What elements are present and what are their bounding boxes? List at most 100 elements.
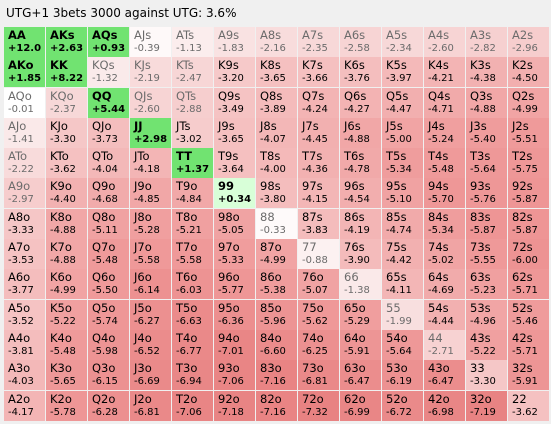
hand-cell-98o[interactable]: 98o -5.05 — [214, 208, 255, 239]
hand-cell-42o[interactable]: 42o -6.98 — [424, 390, 465, 421]
hand-cell-q5s[interactable]: Q5s -4.47 — [382, 87, 423, 118]
hand-cell-t9o[interactable]: T9o -4.84 — [172, 178, 213, 209]
hand-cell-t4o[interactable]: T4o -6.77 — [172, 329, 213, 360]
hand-cell-qq[interactable]: QQ +5.44 — [88, 87, 129, 118]
hand-cell-k7s[interactable]: K7s -3.66 — [298, 57, 339, 88]
hand-cell-jts[interactable]: JTs -3.02 — [172, 117, 213, 148]
hand-cell-77[interactable]: 77 -0.88 — [298, 239, 339, 270]
hand-cell-t5s[interactable]: T5s -5.34 — [382, 148, 423, 179]
hand-cell-97o[interactable]: 97o -5.33 — [214, 239, 255, 270]
hand-cell-62o[interactable]: 62o -6.99 — [340, 390, 381, 421]
hand-cell-kjs[interactable]: KJs -2.19 — [130, 57, 171, 88]
hand-cell-kk[interactable]: KK +8.22 — [46, 57, 87, 88]
hand-cell-52s[interactable]: 52s -5.46 — [508, 299, 549, 330]
hand-cell-63o[interactable]: 63o -6.47 — [340, 360, 381, 391]
hand-cell-kqo[interactable]: KQo -2.37 — [46, 87, 87, 118]
hand-cell-64o[interactable]: 64o -5.91 — [340, 329, 381, 360]
hand-cell-t2s[interactable]: T2s -5.75 — [508, 148, 549, 179]
hand-cell-k9o[interactable]: K9o -4.40 — [46, 178, 87, 209]
hand-cell-q8o[interactable]: Q8o -5.11 — [88, 208, 129, 239]
hand-cell-j5s[interactable]: J5s -5.00 — [382, 117, 423, 148]
hand-cell-jj[interactable]: JJ +2.98 — [130, 117, 171, 148]
hand-cell-j9s[interactable]: J9s -3.65 — [214, 117, 255, 148]
hand-cell-j5o[interactable]: J5o -6.27 — [130, 299, 171, 330]
hand-cell-aqo[interactable]: AQo -0.01 — [4, 87, 45, 118]
hand-cell-kts[interactable]: KTs -2.47 — [172, 57, 213, 88]
hand-cell-82s[interactable]: 82s -5.87 — [508, 208, 549, 239]
hand-cell-66[interactable]: 66 -1.38 — [340, 269, 381, 300]
hand-cell-aa[interactable]: AA +12.0 — [4, 27, 45, 57]
hand-cell-j2o[interactable]: J2o -6.81 — [130, 390, 171, 421]
hand-cell-32s[interactable]: 32s -5.91 — [508, 360, 549, 391]
hand-cell-99[interactable]: 99 +0.34 — [214, 178, 255, 209]
hand-cell-qto[interactable]: QTo -4.04 — [88, 148, 129, 179]
hand-cell-q7s[interactable]: Q7s -4.24 — [298, 87, 339, 118]
hand-cell-74o[interactable]: 74o -6.25 — [298, 329, 339, 360]
hand-cell-ato[interactable]: ATo -2.22 — [4, 148, 45, 179]
hand-cell-86o[interactable]: 86o -5.38 — [256, 269, 297, 300]
hand-cell-97s[interactable]: 97s -4.15 — [298, 178, 339, 209]
hand-cell-88[interactable]: 88 -0.33 — [256, 208, 297, 239]
hand-cell-72s[interactable]: 72s -6.00 — [508, 239, 549, 270]
hand-cell-a6o[interactable]: A6o -3.77 — [4, 269, 45, 300]
hand-cell-j7s[interactable]: J7s -4.45 — [298, 117, 339, 148]
hand-cell-87s[interactable]: 87s -3.83 — [298, 208, 339, 239]
hand-cell-74s[interactable]: 74s -5.02 — [424, 239, 465, 270]
hand-cell-73o[interactable]: 73o -6.81 — [298, 360, 339, 391]
hand-cell-t9s[interactable]: T9s -3.64 — [214, 148, 255, 179]
hand-cell-42s[interactable]: 42s -5.71 — [508, 329, 549, 360]
hand-cell-a7s[interactable]: A7s -2.35 — [298, 27, 339, 57]
hand-cell-j2s[interactable]: J2s -5.51 — [508, 117, 549, 148]
hand-cell-aqs[interactable]: AQs +0.93 — [88, 27, 129, 57]
hand-cell-32o[interactable]: 32o -7.19 — [466, 390, 507, 421]
hand-cell-a5s[interactable]: A5s -2.34 — [382, 27, 423, 57]
hand-cell-a4o[interactable]: A4o -3.81 — [4, 329, 45, 360]
hand-cell-k8s[interactable]: K8s -3.65 — [256, 57, 297, 88]
hand-cell-ako[interactable]: AKo +1.85 — [4, 57, 45, 88]
hand-cell-q9o[interactable]: Q9o -4.68 — [88, 178, 129, 209]
hand-cell-t2o[interactable]: T2o -7.06 — [172, 390, 213, 421]
hand-cell-j3s[interactable]: J3s -5.40 — [466, 117, 507, 148]
hand-cell-95o[interactable]: 95o -6.36 — [214, 299, 255, 330]
hand-cell-a6s[interactable]: A6s -2.58 — [340, 27, 381, 57]
hand-cell-86s[interactable]: 86s -4.19 — [340, 208, 381, 239]
hand-cell-j3o[interactable]: J3o -6.69 — [130, 360, 171, 391]
hand-cell-94s[interactable]: 94s -5.70 — [424, 178, 465, 209]
hand-cell-t5o[interactable]: T5o -6.63 — [172, 299, 213, 330]
hand-cell-82o[interactable]: 82o -7.16 — [256, 390, 297, 421]
hand-cell-j4o[interactable]: J4o -6.52 — [130, 329, 171, 360]
hand-cell-j6o[interactable]: J6o -6.14 — [130, 269, 171, 300]
hand-cell-96o[interactable]: 96o -5.77 — [214, 269, 255, 300]
hand-cell-qjs[interactable]: QJs -2.60 — [130, 87, 171, 118]
hand-cell-83s[interactable]: 83s -5.87 — [466, 208, 507, 239]
hand-cell-k6o[interactable]: K6o -4.99 — [46, 269, 87, 300]
hand-cell-t4s[interactable]: T4s -5.48 — [424, 148, 465, 179]
hand-cell-75s[interactable]: 75s -4.42 — [382, 239, 423, 270]
hand-cell-q2o[interactable]: Q2o -6.28 — [88, 390, 129, 421]
hand-cell-aks[interactable]: AKs +2.63 — [46, 27, 87, 57]
hand-cell-kto[interactable]: KTo -3.62 — [46, 148, 87, 179]
hand-cell-55[interactable]: 55 -1.99 — [382, 299, 423, 330]
hand-cell-tt[interactable]: TT +1.37 — [172, 148, 213, 179]
hand-cell-j6s[interactable]: J6s -4.88 — [340, 117, 381, 148]
hand-cell-k5o[interactable]: K5o -5.22 — [46, 299, 87, 330]
hand-cell-44[interactable]: 44 -2.71 — [424, 329, 465, 360]
hand-cell-85o[interactable]: 85o -5.96 — [256, 299, 297, 330]
hand-cell-98s[interactable]: 98s -3.80 — [256, 178, 297, 209]
hand-cell-95s[interactable]: 95s -5.10 — [382, 178, 423, 209]
hand-cell-54s[interactable]: 54s -4.44 — [424, 299, 465, 330]
hand-cell-92o[interactable]: 92o -7.18 — [214, 390, 255, 421]
hand-cell-63s[interactable]: 63s -5.23 — [466, 269, 507, 300]
hand-cell-j9o[interactable]: J9o -4.85 — [130, 178, 171, 209]
hand-cell-ajo[interactable]: AJo -1.41 — [4, 117, 45, 148]
hand-cell-84s[interactable]: 84s -5.34 — [424, 208, 465, 239]
hand-cell-a7o[interactable]: A7o -3.53 — [4, 239, 45, 270]
hand-cell-a9s[interactable]: A9s -1.83 — [214, 27, 255, 57]
hand-cell-53o[interactable]: 53o -6.19 — [382, 360, 423, 391]
hand-cell-t3o[interactable]: T3o -6.94 — [172, 360, 213, 391]
hand-cell-k7o[interactable]: K7o -4.88 — [46, 239, 87, 270]
hand-cell-a8s[interactable]: A8s -2.16 — [256, 27, 297, 57]
hand-cell-76s[interactable]: 76s -3.90 — [340, 239, 381, 270]
hand-cell-q8s[interactable]: Q8s -3.89 — [256, 87, 297, 118]
hand-cell-62s[interactable]: 62s -5.71 — [508, 269, 549, 300]
